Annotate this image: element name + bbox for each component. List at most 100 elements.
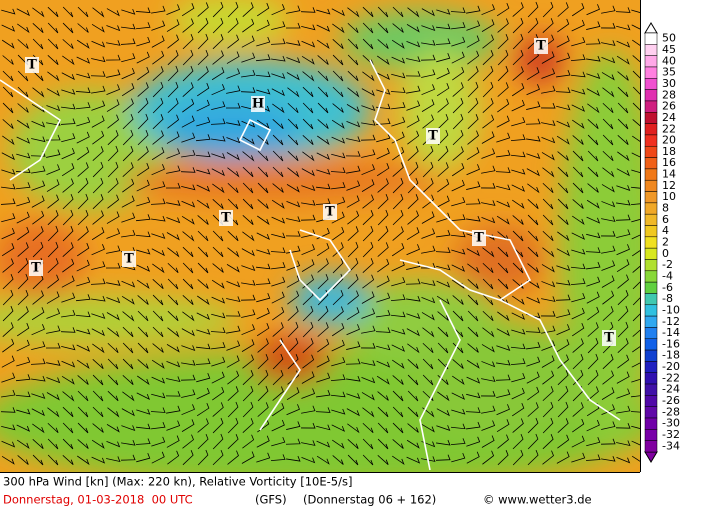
wind-barb (497, 434, 509, 449)
wind-barb (542, 417, 554, 434)
wind-barb (586, 88, 600, 97)
wind-barb (256, 452, 271, 463)
wind-barb (16, 211, 30, 224)
wind-barb (286, 275, 300, 288)
wind-barb (512, 2, 524, 17)
credit: © www.wetter3.de (483, 493, 592, 507)
wind-barb (182, 231, 195, 242)
wind-barb (616, 185, 631, 191)
colorbar-swatch (644, 89, 658, 102)
wind-barb (62, 258, 75, 273)
pressure-label: T (604, 331, 614, 346)
wind-barb (76, 328, 91, 335)
colorbar-swatch (644, 406, 658, 419)
wind-barb (481, 19, 495, 32)
wind-barb (406, 56, 421, 63)
wind-barb (392, 193, 404, 210)
wind-barb (497, 49, 509, 66)
wind-barb (227, 182, 239, 194)
wind-barb (602, 87, 615, 98)
wind-barb (510, 134, 526, 141)
wind-barb (631, 169, 640, 174)
wind-barb (632, 55, 640, 63)
wind-barb (122, 162, 134, 177)
wind-barb (347, 7, 360, 18)
wind-barb (497, 246, 509, 258)
wind-barb (466, 181, 481, 190)
wind-barb (16, 136, 31, 144)
wind-barb (571, 2, 585, 17)
wind-barb (287, 337, 299, 354)
wind-barb (15, 167, 31, 174)
wind-barb (376, 292, 391, 303)
wind-barb (151, 215, 166, 222)
wind-barb (466, 5, 481, 14)
wind-barb (542, 386, 554, 402)
wind-barb (180, 374, 196, 381)
wind-barb (197, 33, 209, 50)
wind-barb (317, 273, 329, 290)
wind-barb (450, 231, 466, 238)
wind-barb (106, 424, 120, 433)
colorbar-label: -2 (662, 258, 673, 271)
wind-barb (92, 423, 104, 433)
wind-barb (526, 84, 540, 96)
wind-barb (511, 402, 525, 417)
wind-barb (17, 257, 29, 274)
wind-barb (437, 98, 449, 113)
wind-barb (482, 310, 494, 322)
wind-barb (226, 120, 241, 126)
wind-barb (617, 321, 629, 338)
wind-barb (181, 149, 196, 158)
wind-barb (542, 370, 555, 385)
wind-barb (211, 168, 225, 177)
wind-barb (347, 290, 359, 305)
wind-barb (181, 3, 195, 17)
wind-barb (302, 338, 314, 354)
wind-barb (481, 148, 496, 159)
wind-barb (17, 86, 29, 98)
wind-barb (242, 401, 254, 418)
wind-barb (362, 241, 374, 258)
wind-barb (106, 280, 121, 286)
wind-barb (301, 55, 315, 65)
wind-barb (91, 328, 105, 337)
wind-barb (526, 356, 541, 367)
wind-barb (211, 279, 225, 289)
wind-barb (436, 53, 451, 63)
wind-barb (151, 35, 165, 48)
wind-barb (616, 229, 631, 238)
wind-barb (330, 167, 346, 173)
colorbar-swatch (644, 395, 658, 407)
wind-barb (406, 439, 420, 449)
wind-barb (466, 359, 480, 369)
wind-barb (226, 280, 241, 288)
wind-barb (256, 2, 270, 17)
wind-barb (257, 182, 269, 194)
wind-barb (407, 146, 419, 162)
wind-barb (62, 225, 74, 242)
wind-barb (151, 20, 166, 31)
wind-barb (557, 198, 569, 210)
wind-barb (121, 439, 136, 446)
wind-barb (32, 22, 44, 34)
wind-barb (421, 39, 436, 46)
wind-barb (62, 422, 74, 434)
wind-barb (47, 225, 59, 242)
wind-barb (256, 88, 271, 95)
wind-barb (631, 250, 640, 257)
wind-barb (61, 163, 75, 177)
wind-barb (92, 390, 104, 402)
wind-barb (617, 290, 629, 306)
wind-barb (451, 21, 466, 30)
wind-barb (210, 118, 226, 125)
wind-barb (227, 18, 239, 34)
wind-barb (436, 83, 450, 97)
wind-barb (376, 360, 391, 368)
wind-barb (512, 215, 524, 225)
wind-barb (557, 231, 570, 242)
wind-barb (632, 39, 640, 46)
wind-barb (391, 328, 406, 335)
wind-barb (631, 440, 640, 446)
wind-barb (556, 451, 570, 464)
